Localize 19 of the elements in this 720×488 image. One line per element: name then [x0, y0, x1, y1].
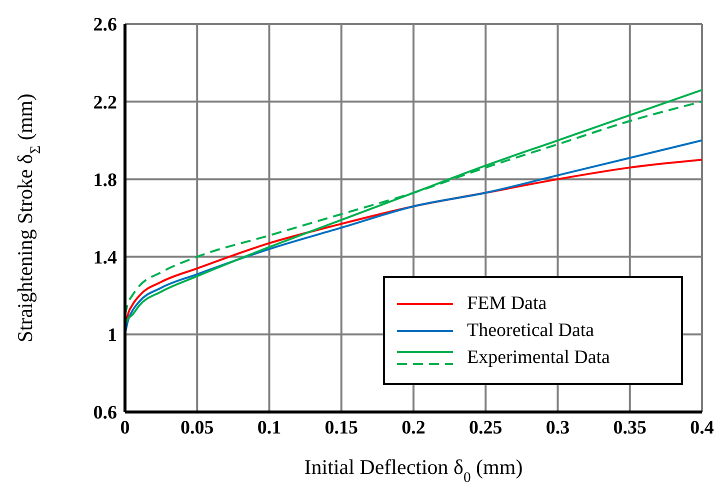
legend-label: Theoretical Data — [466, 320, 594, 342]
x-tick-label: 0.15 — [324, 417, 358, 438]
y-tick-label: 0.6 — [93, 402, 117, 424]
x-tick-label: 0.35 — [613, 417, 646, 438]
legend-label: Experimental Data — [466, 346, 610, 368]
legend-label: FEM Data — [466, 292, 547, 314]
y-tick-label: 1.4 — [93, 248, 118, 269]
x-tick-label: 0.2 — [402, 417, 426, 438]
x-tick-label: 0.05 — [180, 417, 214, 438]
x-tick-label: 0.1 — [257, 417, 282, 438]
y-tick-label: 1.8 — [93, 170, 117, 191]
y-tick-label: 2.6 — [93, 14, 117, 36]
x-tick-label: 0.25 — [469, 417, 502, 438]
y-tick-label: 2.2 — [93, 92, 117, 114]
x-tick-label: 0.3 — [546, 417, 570, 438]
x-tick-label: 0 — [120, 417, 130, 438]
y-tick-label: 1 — [108, 325, 117, 346]
x-tick-label: 0.4 — [690, 417, 714, 438]
x-axis-title: Initial Deflection δ$_{0}$ (mm) — [304, 455, 523, 486]
